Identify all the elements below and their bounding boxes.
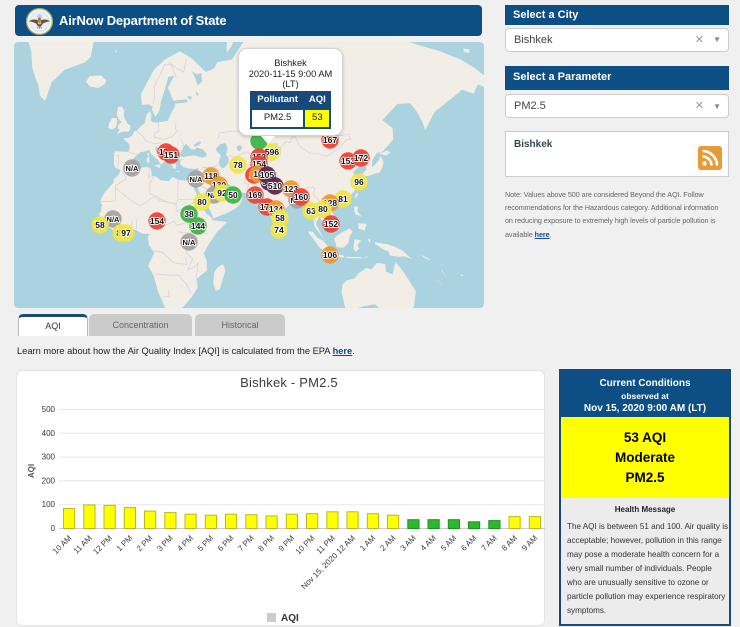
svg-text:400: 400 xyxy=(42,429,56,438)
svg-text:169: 169 xyxy=(248,190,262,200)
svg-text:0: 0 xyxy=(51,524,56,533)
svg-text:8 AM: 8 AM xyxy=(500,533,519,552)
svg-text:128: 128 xyxy=(323,198,337,208)
svg-text:50: 50 xyxy=(228,190,238,200)
svg-text:171: 171 xyxy=(260,202,274,212)
svg-text:Bishkek - PM2.5: Bishkek - PM2.5 xyxy=(240,375,338,390)
svg-text:10 PM: 10 PM xyxy=(294,533,317,556)
svg-text:38: 38 xyxy=(184,209,194,219)
svg-text:6 AM: 6 AM xyxy=(459,533,478,552)
svg-text:80: 80 xyxy=(318,204,328,214)
svg-text:3 AM: 3 AM xyxy=(399,533,418,552)
svg-text:N/A: N/A xyxy=(190,175,204,184)
svg-text:167: 167 xyxy=(323,135,337,145)
svg-text:58: 58 xyxy=(95,220,105,230)
svg-text:63: 63 xyxy=(306,206,316,216)
svg-text:118: 118 xyxy=(204,171,218,181)
svg-text:5 AM: 5 AM xyxy=(439,533,458,552)
svg-text:7 AM: 7 AM xyxy=(480,533,499,552)
svg-text:3 PM: 3 PM xyxy=(155,533,175,553)
svg-text:92: 92 xyxy=(217,188,227,198)
svg-text:596: 596 xyxy=(265,147,279,157)
svg-text:N/A: N/A xyxy=(107,215,121,224)
svg-text:97: 97 xyxy=(121,228,131,238)
svg-text:9 AM: 9 AM xyxy=(520,533,539,552)
svg-text:510: 510 xyxy=(268,181,282,191)
svg-text:144: 144 xyxy=(191,221,205,231)
svg-text:154: 154 xyxy=(150,216,164,226)
svg-text:152: 152 xyxy=(324,219,338,229)
svg-text:96: 96 xyxy=(354,177,364,187)
svg-text:5 PM: 5 PM xyxy=(196,533,216,553)
svg-text:11 AM: 11 AM xyxy=(72,533,94,555)
svg-text:12 PM: 12 PM xyxy=(91,533,114,556)
svg-text:81: 81 xyxy=(338,194,348,204)
svg-text:10 AM: 10 AM xyxy=(51,533,74,556)
svg-text:2 PM: 2 PM xyxy=(135,533,155,553)
svg-text:78: 78 xyxy=(233,160,243,170)
svg-text:500: 500 xyxy=(42,405,56,414)
svg-text:10: 10 xyxy=(253,169,263,179)
svg-text:151: 151 xyxy=(164,150,178,160)
svg-text:7 PM: 7 PM xyxy=(236,533,256,553)
svg-text:6 PM: 6 PM xyxy=(216,533,236,553)
svg-text:153: 153 xyxy=(341,156,355,166)
svg-text:154: 154 xyxy=(252,159,266,169)
svg-text:4 AM: 4 AM xyxy=(419,533,438,552)
svg-text:105: 105 xyxy=(260,170,274,180)
svg-text:172: 172 xyxy=(354,153,368,163)
svg-text:80: 80 xyxy=(197,197,207,207)
svg-text:123: 123 xyxy=(284,184,298,194)
svg-text:N/A: N/A xyxy=(183,238,197,247)
svg-text:134: 134 xyxy=(269,204,283,214)
svg-text:58: 58 xyxy=(275,213,285,223)
svg-text:74: 74 xyxy=(274,225,284,235)
svg-text:1 AM: 1 AM xyxy=(358,533,377,552)
svg-text:4 PM: 4 PM xyxy=(175,533,195,553)
svg-text:N/A: N/A xyxy=(126,164,140,173)
svg-text:160: 160 xyxy=(294,192,308,202)
svg-text:100: 100 xyxy=(42,500,56,509)
svg-text:AQI: AQI xyxy=(27,464,36,478)
svg-text:AQI: AQI xyxy=(281,613,299,624)
svg-text:8 PM: 8 PM xyxy=(256,533,276,553)
svg-text:2 AM: 2 AM xyxy=(378,533,397,552)
svg-text:200: 200 xyxy=(42,476,56,485)
svg-text:1 PM: 1 PM xyxy=(115,533,135,553)
svg-text:300: 300 xyxy=(42,453,56,462)
svg-text:106: 106 xyxy=(323,250,337,260)
